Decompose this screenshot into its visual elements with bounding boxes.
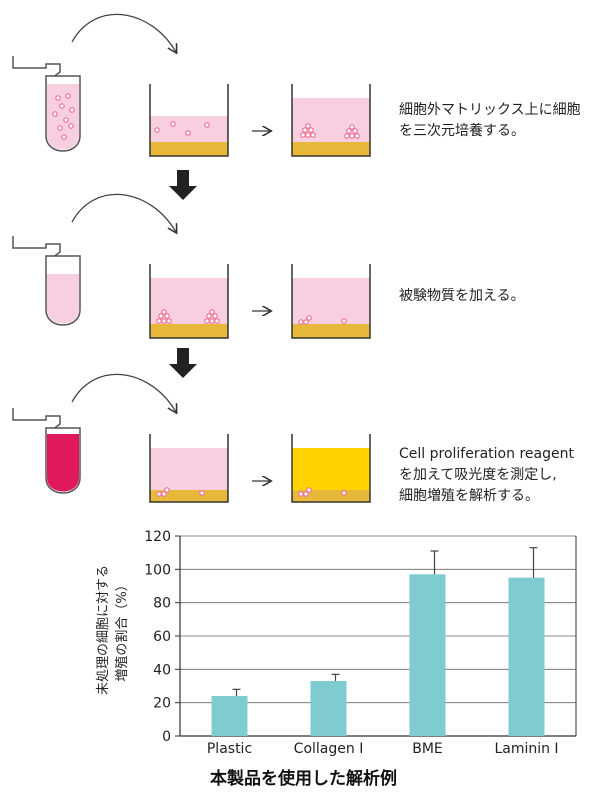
well-1a-cells — [154, 121, 210, 136]
well-2b — [291, 264, 371, 339]
step-1-description: 細胞外マトリックス上に細胞 を三次元培養する。 — [399, 100, 581, 142]
bar — [409, 574, 446, 736]
well-2b-cells — [298, 315, 347, 325]
step-down-arrow-1 — [169, 170, 197, 200]
bar — [508, 577, 545, 736]
well-3a — [149, 434, 229, 503]
well-3a-cells — [156, 487, 205, 497]
y-tick-label: 100 — [144, 562, 171, 578]
well-1b-cell-clusters — [300, 123, 360, 139]
tube-2-liquid — [47, 274, 79, 324]
step-1-line-2: を三次元培養する。 — [399, 123, 525, 139]
tube-2-cap-icon — [12, 236, 61, 259]
tube-1-cap-icon — [12, 56, 61, 79]
step-3-description: Cell proliferation reagent を加えて吸光度を測定し, … — [399, 444, 574, 507]
transfer-arrow-3 — [71, 373, 176, 412]
y-tick-label: 20 — [153, 696, 171, 712]
y-tick-label: 40 — [153, 662, 171, 678]
bar — [211, 696, 248, 736]
step-1 — [12, 13, 371, 157]
transfer-arrow-2 — [71, 193, 176, 232]
x-tick-label: Plastic — [207, 741, 252, 757]
step-3 — [12, 373, 371, 503]
tube-1 — [12, 56, 81, 152]
step-1-line-1: 細胞外マトリックス上に細胞 — [399, 102, 581, 118]
well-2a — [149, 264, 229, 339]
x-tick-label: Laminin Ⅰ — [494, 741, 558, 757]
step-3-line-3: 細胞増殖を解析する。 — [399, 488, 539, 504]
x-tick-label: BME — [412, 741, 443, 757]
y-tick-label: 80 — [153, 596, 171, 612]
step-3-line-2: を加えて吸光度を測定し, — [399, 467, 557, 483]
well-3b-cells — [298, 487, 347, 497]
well-2a-cell-clusters — [156, 309, 220, 324]
tube-1-liquid — [47, 84, 79, 150]
bar — [310, 681, 347, 736]
y-tick-label: 120 — [144, 529, 171, 545]
x-tick-label: Collagen Ⅰ — [294, 741, 364, 757]
step-2-description: 被験物質を加える。 — [399, 286, 525, 307]
y-axis-label-line2: 増殖の割合（%） — [114, 578, 130, 681]
tube-3-liquid — [47, 434, 79, 492]
step-down-arrow-2 — [169, 348, 197, 378]
well-3b — [291, 434, 371, 503]
bar-chart: 未処理の細胞に対する 増殖の割合（%） 0 20 40 60 80 100 120 Plast… — [96, 529, 577, 757]
well-1a — [149, 84, 229, 157]
chart-title: 本製品を使用した解析例 — [210, 769, 397, 789]
well-1b — [291, 84, 371, 157]
y-tick-label: 0 — [162, 729, 171, 745]
step-3-line-1: Cell proliferation reagent — [399, 446, 574, 462]
y-tick-label: 60 — [153, 629, 171, 645]
tube-1-cells — [52, 93, 75, 140]
transfer-arrow-1 — [71, 13, 176, 52]
y-axis-label-line1: 未処理の細胞に対する — [96, 565, 111, 695]
tube-3-cap-icon — [12, 408, 61, 431]
tube-2 — [12, 236, 81, 326]
tube-3 — [12, 408, 81, 494]
step-2 — [12, 193, 371, 339]
step-2-line-1: 被験物質を加える。 — [399, 288, 525, 304]
